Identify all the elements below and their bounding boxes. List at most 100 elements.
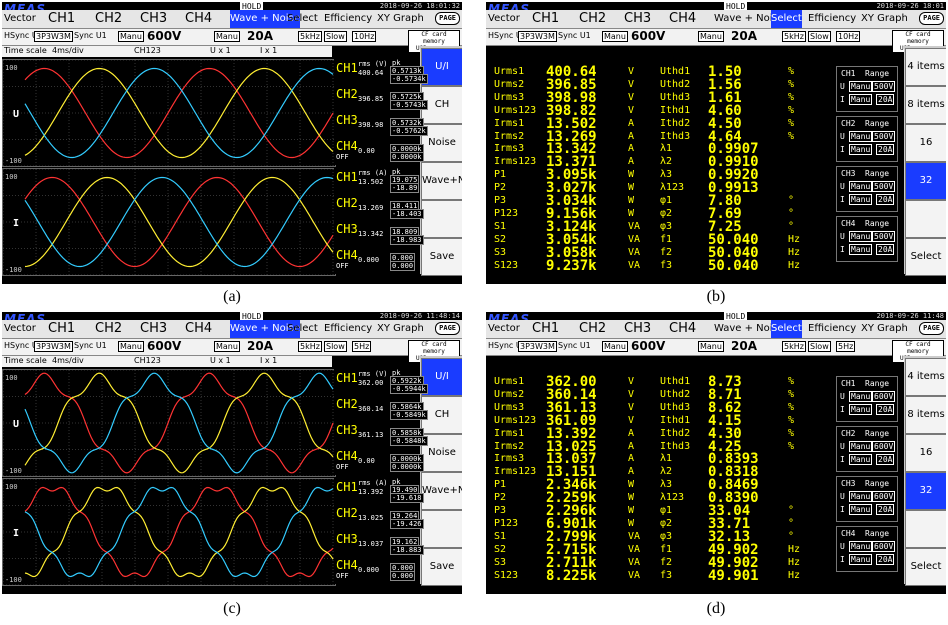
tab-select[interactable]: Select: [771, 10, 802, 28]
i-range-value[interactable]: 20A: [731, 29, 757, 43]
i-range-value[interactable]: 20A: [876, 404, 895, 415]
range-box-ch4[interactable]: CH4 Range U Manu 500V I Manu 20A: [836, 216, 898, 262]
side-button-blank[interactable]: [905, 200, 946, 238]
tab-select[interactable]: Select: [287, 13, 318, 24]
side-button-blank[interactable]: [905, 510, 946, 548]
tab-ch1[interactable]: CH1: [532, 321, 560, 336]
avg-value[interactable]: Slow: [808, 341, 831, 352]
side-button-save[interactable]: Save: [421, 548, 462, 586]
side-button-ch[interactable]: CH: [421, 86, 462, 124]
u-range-mode[interactable]: Manu: [849, 181, 873, 192]
u-range-value[interactable]: 500V: [872, 131, 896, 142]
u-range-mode[interactable]: Manu: [849, 441, 873, 452]
time-scale-value[interactable]: 4ms/div: [52, 356, 84, 365]
wiring-select[interactable]: 3P3W3M: [518, 31, 557, 42]
tab-select[interactable]: Select: [287, 323, 318, 334]
lowest-value[interactable]: 10Hz: [836, 31, 861, 42]
range-box-ch2[interactable]: CH2 Range U Manu 600V I Manu 20A: [836, 426, 898, 472]
u-range-value[interactable]: 600V: [872, 391, 896, 402]
tab-efficiency[interactable]: Efficiency: [324, 13, 373, 24]
i-range-value[interactable]: 20A: [876, 144, 895, 155]
i-mode[interactable]: Manu: [214, 31, 240, 42]
side-button-u-i[interactable]: U/I: [421, 48, 462, 86]
side-button-wave-noise[interactable]: Wave+Noise: [421, 162, 462, 200]
tab-ch4[interactable]: CH4: [185, 321, 213, 336]
tab-efficiency[interactable]: Efficiency: [808, 13, 857, 24]
tab-vector[interactable]: Vector: [488, 323, 520, 334]
lpf-value[interactable]: 5kHz: [782, 31, 806, 42]
avg-value[interactable]: Slow: [808, 31, 831, 42]
i-range-value[interactable]: 20A: [876, 194, 895, 205]
side-button-select[interactable]: Select: [905, 238, 946, 276]
u-mode[interactable]: Manu: [602, 31, 628, 42]
channel-group-select[interactable]: CH123: [134, 46, 161, 55]
lowest-value[interactable]: 5Hz: [836, 341, 856, 352]
side-button-16-items[interactable]: 16 items: [905, 124, 946, 184]
sync-select[interactable]: Sync U1: [74, 31, 107, 40]
i-range-value[interactable]: 20A: [876, 454, 895, 465]
i-mode[interactable]: Manu: [698, 31, 724, 42]
i-range-value[interactable]: 20A: [731, 339, 757, 353]
i-range-value[interactable]: 20A: [876, 504, 895, 515]
range-box-ch2[interactable]: CH2 Range U Manu 500V I Manu 20A: [836, 116, 898, 162]
i-range-value[interactable]: 20A: [876, 554, 895, 565]
u-range-value[interactable]: 600V: [147, 29, 182, 43]
i-range-mode[interactable]: Manu: [849, 554, 873, 565]
page-button[interactable]: PAGE: [919, 12, 944, 25]
u-range-value[interactable]: 600V: [872, 541, 896, 552]
page-button[interactable]: PAGE: [435, 322, 460, 335]
wiring-select[interactable]: 3P3W3M: [34, 31, 73, 42]
tab-wave-noise[interactable]: Wave + Noise: [714, 323, 784, 334]
wiring-select[interactable]: 3P3W3M: [34, 341, 73, 352]
u-range-value[interactable]: 500V: [872, 181, 896, 192]
lpf-value[interactable]: 5kHz: [782, 341, 806, 352]
page-button[interactable]: PAGE: [435, 12, 460, 25]
u-mode[interactable]: Manu: [118, 341, 144, 352]
avg-value[interactable]: Slow: [324, 31, 347, 42]
u-range-mode[interactable]: Manu: [849, 231, 873, 242]
tab-xy-graph[interactable]: XY Graph: [377, 13, 424, 24]
i-mode[interactable]: Manu: [698, 341, 724, 352]
i-range-mode[interactable]: Manu: [849, 244, 873, 255]
tab-ch2[interactable]: CH2: [95, 11, 123, 26]
wiring-select[interactable]: 3P3W3M: [518, 341, 557, 352]
hsync-select[interactable]: HSync U1: [4, 31, 43, 40]
avg-value[interactable]: Slow: [324, 341, 347, 352]
sync-select[interactable]: Sync U1: [558, 31, 591, 40]
tab-xy-graph[interactable]: XY Graph: [861, 13, 908, 24]
lpf-value[interactable]: 5kHz: [298, 341, 322, 352]
side-button-4-items[interactable]: 4 items: [905, 48, 946, 86]
tab-efficiency[interactable]: Efficiency: [324, 323, 373, 334]
side-button-8-items[interactable]: 8 items: [905, 86, 946, 124]
i-range-mode[interactable]: Manu: [849, 504, 873, 515]
side-button-select[interactable]: Select: [905, 548, 946, 586]
tab-wave-noise[interactable]: Wave + Noise: [230, 320, 300, 338]
tab-ch3[interactable]: CH3: [624, 321, 652, 336]
range-box-ch1[interactable]: CH1 Range U Manu 600V I Manu 20A: [836, 376, 898, 422]
range-box-ch3[interactable]: CH3 Range U Manu 600V I Manu 20A: [836, 476, 898, 522]
side-button-u-i[interactable]: U/I: [421, 358, 462, 396]
lowest-value[interactable]: 5Hz: [352, 341, 372, 352]
u-range-value[interactable]: 500V: [872, 231, 896, 242]
side-button-32-items[interactable]: 32 items: [905, 162, 946, 222]
side-button-blank[interactable]: [421, 200, 462, 238]
tab-ch2[interactable]: CH2: [579, 11, 607, 26]
time-scale-value[interactable]: 4ms/div: [52, 46, 84, 55]
lowest-value[interactable]: 10Hz: [352, 31, 377, 42]
u-range-mode[interactable]: Manu: [849, 81, 873, 92]
tab-ch1[interactable]: CH1: [48, 321, 76, 336]
range-box-ch4[interactable]: CH4 Range U Manu 600V I Manu 20A: [836, 526, 898, 572]
tab-xy-graph[interactable]: XY Graph: [861, 323, 908, 334]
i-range-value[interactable]: 20A: [876, 94, 895, 105]
side-button-4-items[interactable]: 4 items: [905, 358, 946, 396]
channel-group-select[interactable]: CH123: [134, 356, 161, 365]
tab-ch3[interactable]: CH3: [624, 11, 652, 26]
u-zoom-select[interactable]: U x 1: [210, 46, 231, 55]
sync-select[interactable]: Sync U1: [74, 341, 107, 350]
tab-efficiency[interactable]: Efficiency: [808, 323, 857, 334]
u-range-mode[interactable]: Manu: [849, 541, 873, 552]
side-button-8-items[interactable]: 8 items: [905, 396, 946, 434]
tab-ch1[interactable]: CH1: [48, 11, 76, 26]
tab-ch4[interactable]: CH4: [669, 321, 697, 336]
side-button-noise[interactable]: Noise: [421, 434, 462, 472]
